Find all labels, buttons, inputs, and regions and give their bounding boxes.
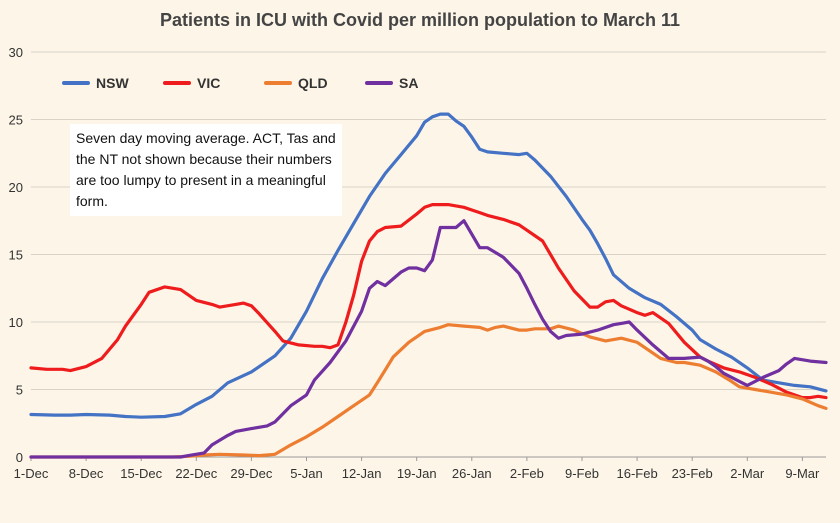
- legend-swatch-nsw: [62, 81, 90, 85]
- legend-swatch-sa: [365, 81, 393, 85]
- x-tick-label-23-Feb: 23-Feb: [672, 466, 713, 481]
- x-tick-label-16-Feb: 16-Feb: [616, 466, 657, 481]
- x-tick-label-29-Dec: 29-Dec: [230, 466, 272, 481]
- y-tick-label-15: 15: [9, 248, 23, 263]
- legend-item-nsw: NSW: [62, 75, 163, 91]
- series-line-sa: [29, 219, 828, 459]
- legend-item-vic: VIC: [163, 75, 264, 91]
- y-tick-label-20: 20: [9, 180, 23, 195]
- legend-label-qld: QLD: [298, 75, 328, 91]
- series-line-vic: [29, 203, 828, 400]
- x-tick-label-19-Jan: 19-Jan: [397, 466, 437, 481]
- x-tick-label-9-Mar: 9-Mar: [785, 466, 820, 481]
- legend-swatch-qld: [264, 81, 292, 85]
- x-tick-label-26-Jan: 26-Jan: [452, 466, 492, 481]
- x-tick-label-5-Jan: 5-Jan: [290, 466, 323, 481]
- legend-swatch-vic: [163, 81, 191, 85]
- series-lines: [29, 112, 828, 459]
- x-tick-label-22-Dec: 22-Dec: [175, 466, 217, 481]
- x-tick-label-12-Jan: 12-Jan: [342, 466, 382, 481]
- axes: 0 5 10 15 20 25 30 1-Dec 8-Dec 15-Dec 22-Dec 29-Dec…: [9, 45, 826, 481]
- legend-item-sa: SA: [365, 75, 466, 91]
- legend-label-sa: SA: [399, 75, 419, 91]
- x-tick-label-8-Dec: 8-Dec: [69, 466, 104, 481]
- legend: NSW VIC QLD SA: [62, 75, 466, 91]
- legend-label-vic: VIC: [197, 75, 221, 91]
- chart-annotation: Seven day moving average. ACT, Tas and t…: [70, 124, 342, 216]
- y-tick-label-0: 0: [16, 450, 23, 465]
- x-tick-label-9-Feb: 9-Feb: [565, 466, 599, 481]
- y-tick-label-30: 30: [9, 45, 23, 60]
- x-tick-label-1-Dec: 1-Dec: [14, 466, 49, 481]
- y-tick-label-10: 10: [9, 315, 23, 330]
- x-tick-label-15-Dec: 15-Dec: [120, 466, 162, 481]
- x-tick-label-2-Feb: 2-Feb: [510, 466, 544, 481]
- x-tick-label-2-Mar: 2-Mar: [730, 466, 765, 481]
- y-tick-label-25: 25: [9, 113, 23, 128]
- series-line-qld: [29, 323, 828, 459]
- chart-title: Patients in ICU with Covid per million p…: [159, 10, 681, 30]
- legend-item-qld: QLD: [264, 75, 365, 91]
- legend-label-nsw: NSW: [96, 75, 129, 91]
- gridlines: [31, 51, 826, 390]
- y-tick-label-5: 5: [16, 383, 23, 398]
- series-line-nsw: [29, 112, 828, 419]
